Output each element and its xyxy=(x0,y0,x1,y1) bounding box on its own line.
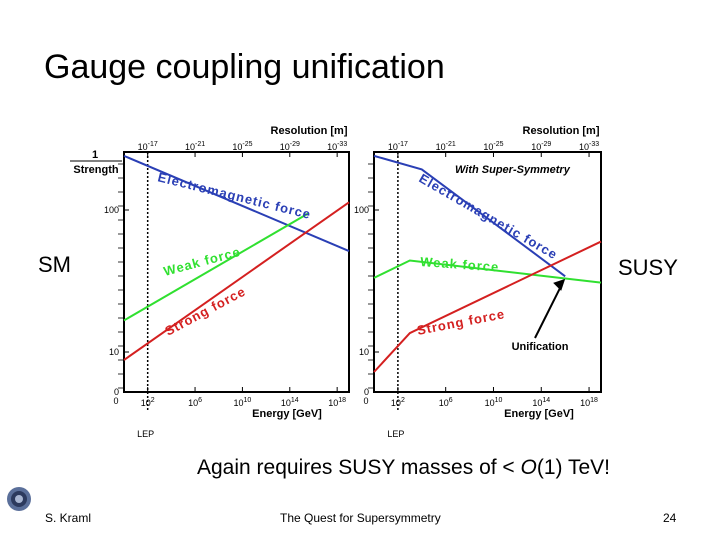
chart-frame xyxy=(123,151,350,393)
x-tick-label: 106 xyxy=(439,397,453,408)
susy-chart: Resolution [m] 10-17 10-21 10-25 10-29 10-33 1… xyxy=(354,125,602,439)
x-tick-label: 1010 xyxy=(485,397,503,408)
top-axis-label: Resolution [m] xyxy=(271,125,348,137)
y-tick-label: 10 xyxy=(109,347,119,357)
footer-author: S. Kraml xyxy=(45,511,92,525)
series-line-strong-force xyxy=(123,201,350,361)
y-axis-label-denominator: Strength xyxy=(73,164,119,176)
slide-title: Gauge coupling unification xyxy=(44,48,445,86)
subtitle-suffix: (1) TeV! xyxy=(536,456,611,479)
x-origin-label: 0 xyxy=(113,396,118,406)
unification-arrow-head xyxy=(553,278,566,291)
top-tick-label: 10-29 xyxy=(531,141,551,152)
unification-arrow-shaft xyxy=(534,283,564,339)
y-tick-label: 100 xyxy=(104,205,119,215)
x-tick-label: 1010 xyxy=(234,397,252,408)
x-tick-label: 106 xyxy=(188,397,202,408)
top-tick-label: 10-33 xyxy=(579,141,599,152)
lep-label: LEP xyxy=(387,429,404,439)
y-tick-label: 0 xyxy=(114,387,119,397)
sm-chart: Resolution [m] 10-17 10-21 10-25 10-29 10-33 1… xyxy=(70,125,350,439)
series-line-electromagnetic-force xyxy=(123,154,350,252)
curve-label-electromagnetic-force: Electromagnetic force xyxy=(417,171,561,263)
series-line-electromagnetic-force xyxy=(373,154,566,278)
subtitle-o-italic: O xyxy=(520,456,537,479)
lep-label: LEP xyxy=(137,429,154,439)
x-axis-label: Energy [GeV] xyxy=(252,408,322,420)
top-tick-label: 10-29 xyxy=(280,141,300,152)
x-tick-label: 1014 xyxy=(532,397,550,408)
series-line-weak-force xyxy=(373,259,602,284)
y-axis-label-numerator: 1 xyxy=(92,149,98,161)
subtitle: Again requires SUSY masses of < O(1) TeV… xyxy=(197,456,610,480)
subtitle-prefix: Again requires SUSY masses of < xyxy=(197,456,521,479)
susy-label: SUSY xyxy=(618,255,678,280)
top-tick-label: 10-25 xyxy=(232,141,252,152)
curve-label-strong-force: Strong force xyxy=(416,306,507,338)
x-origin-label: 0 xyxy=(363,396,368,406)
y-tick-label: 0 xyxy=(364,387,369,397)
series-line-weak-force xyxy=(123,212,310,322)
x-tick-label: 1018 xyxy=(580,397,598,408)
page-number: 24 xyxy=(663,511,677,525)
top-tick-label: 10-25 xyxy=(483,141,503,152)
top-tick-label: 10-17 xyxy=(138,141,158,152)
y-tick-label: 100 xyxy=(354,205,369,215)
top-tick-label: 10-21 xyxy=(185,141,205,152)
footer-title: The Quest for Supersymmetry xyxy=(280,511,441,525)
top-tick-label: 10-33 xyxy=(327,141,347,152)
x-tick-label: 1018 xyxy=(328,397,346,408)
university-seal-icon xyxy=(6,486,32,512)
unification-label: Unification xyxy=(512,341,569,353)
curve-label-electromagnetic-force: Electromagnetic force xyxy=(156,169,312,222)
top-tick-label: 10-17 xyxy=(388,141,408,152)
chart-frame xyxy=(373,151,602,393)
top-axis-label: Resolution [m] xyxy=(523,125,600,137)
x-tick-label: 102 xyxy=(141,397,155,408)
x-tick-label: 1014 xyxy=(281,397,299,408)
top-tick-label: 10-21 xyxy=(436,141,456,152)
curve-label-weak-force: Weak force xyxy=(162,244,242,279)
y-tick-label: 10 xyxy=(359,347,369,357)
sm-label: SM xyxy=(38,252,71,277)
series-line-strong-force xyxy=(373,240,602,373)
x-axis-label: Energy [GeV] xyxy=(504,408,574,420)
curve-label-weak-force: Weak force xyxy=(420,254,500,274)
susy-annotation: With Super-Symmetry xyxy=(455,164,571,176)
x-tick-label: 102 xyxy=(391,397,405,408)
